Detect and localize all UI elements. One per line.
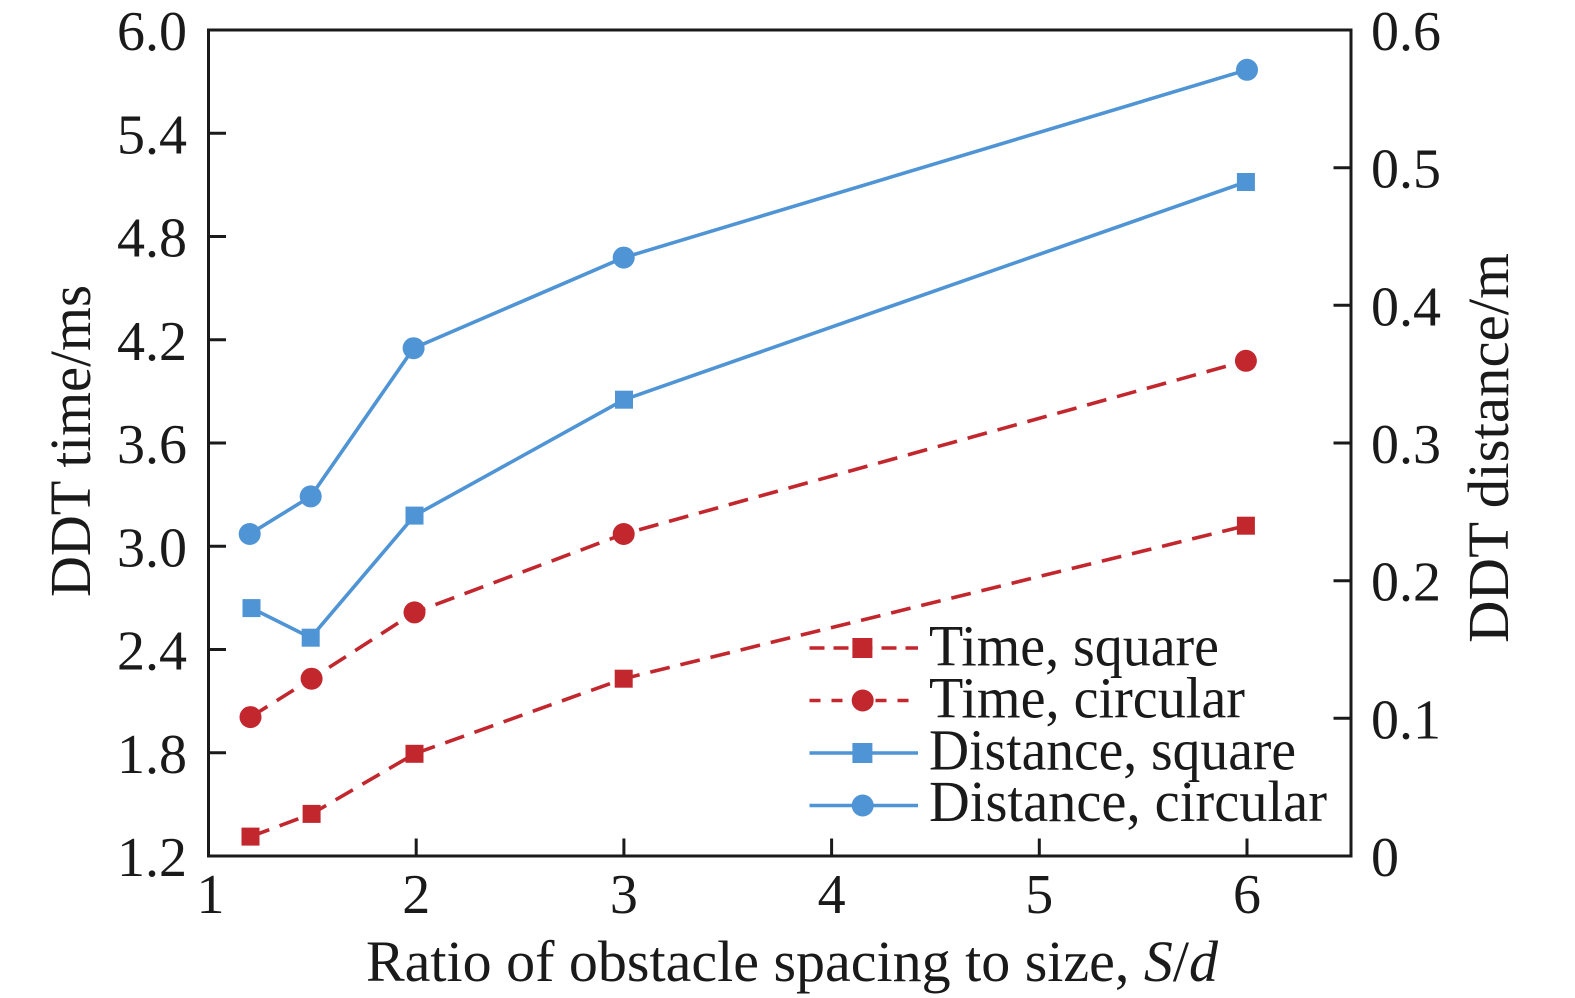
svg-text:Distance, square: Distance, square: [929, 717, 1296, 782]
svg-text:2.4: 2.4: [117, 621, 187, 683]
svg-text:DDT distance/m: DDT distance/m: [1456, 253, 1521, 643]
svg-text:4.2: 4.2: [117, 311, 187, 373]
svg-text:4: 4: [818, 864, 846, 926]
svg-text:2: 2: [402, 864, 430, 926]
svg-text:0.4: 0.4: [1371, 276, 1441, 338]
svg-text:Time, square: Time, square: [929, 614, 1219, 679]
svg-text:5: 5: [1025, 864, 1053, 926]
svg-text:1.8: 1.8: [117, 724, 187, 786]
svg-text:4.8: 4.8: [117, 208, 187, 270]
svg-text:0.5: 0.5: [1371, 139, 1441, 201]
svg-text:Ratio of obstacle spacing to s: Ratio of obstacle spacing to size, S/d: [366, 929, 1219, 994]
svg-text:3: 3: [610, 864, 638, 926]
svg-text:1: 1: [197, 864, 225, 926]
svg-text:Time, circular: Time, circular: [929, 665, 1245, 730]
svg-text:0.6: 0.6: [1371, 1, 1441, 63]
svg-text:DDT time/ms: DDT time/ms: [38, 285, 103, 597]
svg-text:6.0: 6.0: [117, 1, 187, 63]
svg-text:0.3: 0.3: [1371, 414, 1441, 476]
svg-text:0: 0: [1371, 827, 1399, 889]
svg-text:3.6: 3.6: [117, 414, 187, 476]
svg-text:6: 6: [1233, 864, 1261, 926]
svg-text:0.1: 0.1: [1371, 689, 1441, 751]
svg-text:Distance, circular: Distance, circular: [929, 769, 1327, 834]
svg-text:1.2: 1.2: [117, 827, 187, 889]
svg-text:5.4: 5.4: [117, 104, 187, 166]
svg-text:0.2: 0.2: [1371, 552, 1441, 614]
svg-text:3.0: 3.0: [117, 517, 187, 579]
